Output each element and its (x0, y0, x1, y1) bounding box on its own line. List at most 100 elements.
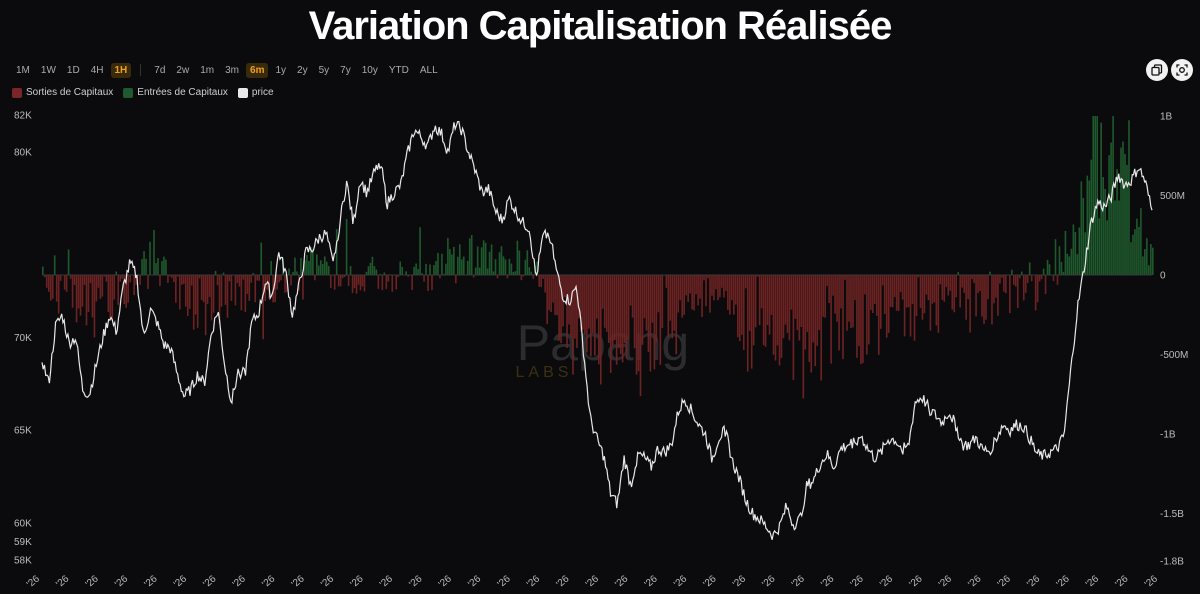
copy-button[interactable] (1146, 59, 1168, 81)
outflow-bar (226, 275, 229, 318)
inflow-bar (512, 271, 515, 275)
range-1y-button[interactable]: 1y (275, 64, 287, 76)
outflow-bar (949, 275, 952, 291)
outflow-bar (784, 275, 787, 325)
right-axis-tick-label: -500M (1160, 350, 1188, 361)
range-7y-button[interactable]: 7y (340, 64, 351, 76)
inflow-bar (1054, 239, 1057, 275)
outflow-bar (687, 275, 689, 303)
range-3m-button[interactable]: 3m (225, 64, 240, 76)
outflow-bar (901, 275, 904, 300)
outflow-bar (1044, 275, 1047, 295)
outflow-bar (768, 275, 771, 335)
left-axis-tick-label: 70K (14, 333, 32, 344)
outflow-bar (169, 275, 171, 277)
outflow-bar (99, 275, 102, 299)
range-7d-button[interactable]: 7d (154, 64, 166, 76)
inflow-bar (163, 256, 165, 275)
outflow-bar (748, 275, 751, 331)
outflow-bar (673, 275, 676, 331)
outflow-bar (506, 275, 509, 279)
legend-item-outflows[interactable]: Sorties de Capitaux (12, 87, 113, 98)
range-1m-button[interactable]: 1m (200, 64, 215, 76)
outflow-bar (79, 275, 82, 316)
outflow-bar (903, 275, 906, 337)
range-10y-button[interactable]: 10y (361, 64, 378, 76)
x-axis-tick-label: '26 (378, 573, 395, 590)
outflow-bar (971, 275, 973, 280)
outflow-bar (1034, 275, 1037, 311)
outflow-bar (633, 275, 636, 349)
inflow-bar (292, 272, 294, 275)
inflow-bar (1048, 264, 1051, 275)
range-2w-button[interactable]: 2w (176, 64, 190, 76)
outflow-bar (566, 275, 568, 348)
inflow-bar (1120, 147, 1122, 275)
x-axis-tick-label: '26 (907, 573, 924, 590)
outflow-bar (560, 275, 562, 344)
outflow-bar (538, 275, 541, 287)
timeframe-4h-button[interactable]: 4H (90, 64, 104, 76)
outflow-bar (472, 275, 475, 278)
outflow-bar (1026, 275, 1029, 284)
outflow-bar (647, 275, 650, 353)
outflow-bar (760, 275, 763, 309)
range-2y-button[interactable]: 2y (297, 64, 308, 76)
outflow-bar (129, 275, 131, 283)
range-6m-button[interactable]: 6m (246, 62, 269, 78)
legend-item-inflows[interactable]: Entrées de Capitaux (123, 87, 228, 98)
outflow-bar (939, 275, 942, 285)
inflow-bar (1098, 218, 1100, 275)
inflow-bar (327, 266, 330, 275)
outflow-bar (220, 275, 223, 307)
timeframe-1h-button[interactable]: 1H (110, 62, 132, 78)
outflow-bar (357, 275, 360, 285)
outflow-bar (181, 275, 183, 285)
outflow-bar (192, 275, 195, 330)
outflow-bar (659, 275, 662, 365)
outflow-bar (105, 275, 108, 282)
outflow-bar (695, 275, 697, 295)
inflow-bar (1078, 227, 1081, 275)
inflow-bar (288, 268, 290, 275)
outflow-bar (699, 275, 701, 299)
x-axis-tick-label: '26 (407, 573, 424, 590)
outflow-bar (43, 275, 46, 278)
outflow-bar (832, 275, 834, 296)
camera-icon (1176, 64, 1188, 76)
x-axis-tick-label: '26 (143, 573, 160, 590)
outflow-bar (778, 275, 781, 366)
range-5y-button[interactable]: 5y (318, 64, 330, 76)
timeframe-1d-button[interactable]: 1D (66, 64, 80, 76)
inflow-bar (530, 271, 533, 275)
timeframe-1w-button[interactable]: 1W (40, 64, 56, 76)
outflow-bar (804, 275, 807, 350)
legend-item-price[interactable]: price (237, 87, 274, 98)
inflow-bar (486, 268, 489, 275)
inflow-bar (165, 259, 167, 275)
outflow-bar (754, 275, 757, 328)
outflow-bar (742, 275, 745, 351)
inflow-bar (466, 260, 469, 275)
range-ytd-button[interactable]: YTD (388, 64, 409, 76)
inflow-bar (1136, 218, 1138, 275)
inflow-bar (474, 267, 477, 275)
outflow-bar (929, 275, 932, 331)
inflow-bar (1060, 261, 1063, 275)
inflow-bar (468, 238, 471, 275)
left-axis-tick-label: 65K (14, 426, 32, 437)
outflow-bar (794, 275, 797, 319)
inflow-bar (1072, 224, 1075, 275)
outflow-bar (540, 275, 543, 288)
outflow-bar (353, 275, 356, 289)
outflow-bar (653, 275, 656, 370)
outflow-bar (228, 275, 231, 282)
outflow-bar (1056, 275, 1059, 285)
camera-button[interactable] (1171, 59, 1193, 81)
range-all-button[interactable]: ALL (419, 64, 438, 76)
outflow-bar (97, 275, 100, 288)
timeframe-1m-button[interactable]: 1M (16, 64, 30, 76)
outflow-bar (736, 275, 739, 338)
outflow-bar (302, 275, 304, 300)
